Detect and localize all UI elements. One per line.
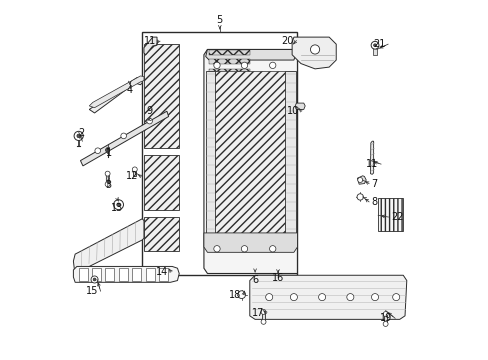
Polygon shape <box>249 275 406 319</box>
Circle shape <box>146 118 152 124</box>
Bar <box>143 217 179 251</box>
Bar <box>285 71 295 233</box>
Bar <box>205 71 214 233</box>
Text: 2: 2 <box>78 128 84 138</box>
Circle shape <box>77 134 81 138</box>
Text: 1: 1 <box>105 148 111 158</box>
Bar <box>159 268 167 281</box>
Bar <box>145 268 154 281</box>
Bar <box>209 69 249 73</box>
Text: 22: 22 <box>390 212 403 222</box>
Circle shape <box>261 310 265 314</box>
Text: 20: 20 <box>281 36 293 46</box>
Circle shape <box>105 171 110 176</box>
Circle shape <box>392 294 399 301</box>
Text: 6: 6 <box>251 275 258 285</box>
Polygon shape <box>370 141 373 174</box>
Text: 9: 9 <box>146 107 152 117</box>
Circle shape <box>213 62 220 68</box>
Bar <box>106 174 109 184</box>
Polygon shape <box>203 49 297 274</box>
Polygon shape <box>294 103 305 109</box>
Circle shape <box>290 294 297 301</box>
Bar <box>119 268 127 281</box>
Polygon shape <box>89 76 143 108</box>
Bar <box>209 78 249 83</box>
Polygon shape <box>73 266 179 282</box>
Circle shape <box>241 246 247 252</box>
Text: 18: 18 <box>228 290 241 300</box>
Circle shape <box>113 200 123 210</box>
Circle shape <box>370 41 378 49</box>
Circle shape <box>265 294 272 301</box>
Text: 3: 3 <box>105 180 111 190</box>
Circle shape <box>356 194 363 200</box>
Polygon shape <box>357 176 366 184</box>
Circle shape <box>318 294 325 301</box>
Circle shape <box>269 62 275 68</box>
Text: 21: 21 <box>372 39 385 49</box>
Circle shape <box>241 62 247 68</box>
Bar <box>262 312 265 322</box>
Circle shape <box>91 276 98 283</box>
Text: 16: 16 <box>271 274 284 283</box>
Text: 5: 5 <box>216 15 223 25</box>
Circle shape <box>74 131 83 140</box>
Circle shape <box>132 167 137 172</box>
Circle shape <box>371 294 378 301</box>
Polygon shape <box>203 233 297 252</box>
Polygon shape <box>81 111 168 166</box>
Text: 11: 11 <box>144 36 156 46</box>
Text: 11: 11 <box>366 159 378 169</box>
Circle shape <box>213 246 220 252</box>
Bar <box>143 44 179 148</box>
Text: 10: 10 <box>286 106 299 116</box>
Bar <box>384 314 386 324</box>
Circle shape <box>357 177 362 183</box>
Bar <box>105 268 114 281</box>
Bar <box>209 50 249 55</box>
Text: 12: 12 <box>126 171 139 181</box>
Text: 17: 17 <box>251 309 264 318</box>
Text: 4: 4 <box>126 85 133 95</box>
Bar <box>377 198 403 231</box>
Circle shape <box>237 291 245 298</box>
Bar <box>79 268 87 281</box>
Bar <box>143 155 179 210</box>
Bar <box>372 48 376 55</box>
Circle shape <box>93 278 96 281</box>
Polygon shape <box>143 37 157 55</box>
Circle shape <box>121 133 126 139</box>
Bar <box>92 268 101 281</box>
Polygon shape <box>205 49 295 60</box>
Circle shape <box>373 44 376 47</box>
Circle shape <box>310 45 319 54</box>
Circle shape <box>117 203 120 207</box>
Circle shape <box>383 321 387 327</box>
Circle shape <box>261 319 265 324</box>
Circle shape <box>346 294 353 301</box>
Bar <box>132 268 141 281</box>
Polygon shape <box>73 219 143 272</box>
Circle shape <box>105 182 110 187</box>
Text: 7: 7 <box>371 179 377 189</box>
Polygon shape <box>291 37 336 69</box>
Polygon shape <box>89 78 142 113</box>
Text: 13: 13 <box>111 203 123 213</box>
Text: 8: 8 <box>371 197 377 207</box>
Text: 15: 15 <box>85 286 98 296</box>
Bar <box>133 170 136 176</box>
Text: 19: 19 <box>380 313 392 323</box>
Circle shape <box>105 148 109 152</box>
Circle shape <box>383 312 387 316</box>
Text: 14: 14 <box>156 267 168 277</box>
Circle shape <box>95 148 101 153</box>
Bar <box>209 59 249 64</box>
Bar <box>214 71 285 233</box>
Circle shape <box>269 246 275 252</box>
Bar <box>142 32 297 275</box>
